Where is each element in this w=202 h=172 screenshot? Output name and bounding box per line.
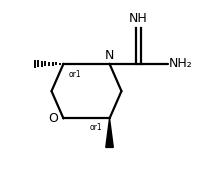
Text: NH₂: NH₂	[169, 57, 193, 70]
Text: or1: or1	[90, 123, 103, 132]
Text: NH: NH	[129, 12, 148, 25]
Text: N: N	[105, 49, 114, 62]
Text: or1: or1	[69, 70, 81, 79]
Text: O: O	[48, 112, 58, 125]
Polygon shape	[106, 118, 113, 147]
